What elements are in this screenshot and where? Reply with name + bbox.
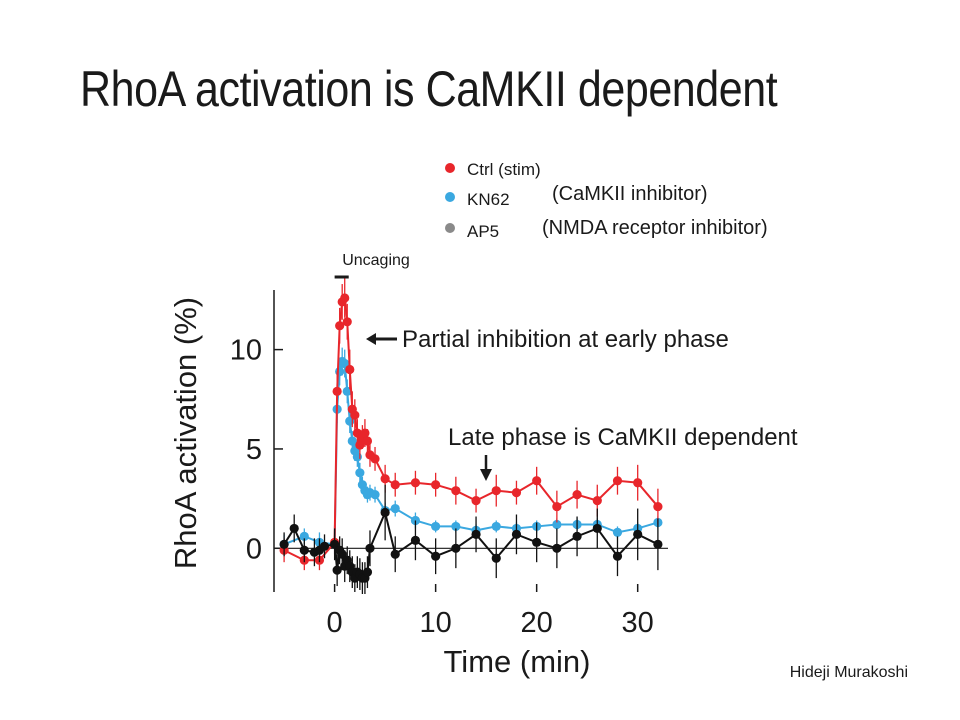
data-point <box>431 480 441 490</box>
data-point <box>340 293 350 303</box>
early-phase-annotation: Partial inhibition at early phase <box>402 326 729 353</box>
series-ap5 <box>279 484 663 594</box>
data-point <box>612 476 623 486</box>
legend-dot-ctrl <box>445 163 455 173</box>
data-point <box>612 551 623 561</box>
data-point <box>511 488 522 498</box>
x-tick-label: 0 <box>327 607 343 639</box>
data-point <box>332 386 342 396</box>
data-point <box>380 507 390 518</box>
data-point <box>451 543 461 553</box>
data-point <box>451 486 461 496</box>
data-point <box>612 527 623 537</box>
data-point <box>380 474 390 484</box>
late-phase-arrow <box>480 455 492 481</box>
legend-label-ctrl: Ctrl (stim) <box>467 160 541 179</box>
data-point <box>347 436 357 446</box>
legend-label-ap5: AP5 <box>467 222 500 241</box>
data-point <box>350 410 360 420</box>
chart-series <box>279 278 663 594</box>
data-point <box>299 531 309 541</box>
early-phase-arrow <box>366 333 397 345</box>
data-point <box>431 551 441 561</box>
data-point <box>592 496 602 506</box>
data-point <box>572 531 582 541</box>
data-point <box>342 317 352 327</box>
data-point <box>592 523 602 534</box>
data-point <box>633 478 643 488</box>
data-point <box>370 490 380 500</box>
data-point <box>360 428 370 438</box>
data-point <box>390 503 400 514</box>
data-point <box>352 452 362 462</box>
late-phase-annotation: Late phase is CaMKII dependent <box>448 424 798 451</box>
y-axis-label: RhoA activation (%) <box>168 297 203 569</box>
legend-label-kn62: KN62 <box>467 190 510 209</box>
data-point <box>390 549 400 559</box>
legend-dot-kn62 <box>445 192 455 202</box>
data-point <box>491 553 501 563</box>
data-point <box>365 543 375 553</box>
data-point <box>332 565 342 575</box>
x-axis-label: Time (min) <box>444 644 591 679</box>
x-tick-label: 30 <box>622 607 654 639</box>
uncaging-label: Uncaging <box>342 252 410 269</box>
data-point <box>552 519 562 530</box>
data-point <box>532 537 542 547</box>
legend-dot-ap5 <box>445 223 455 233</box>
data-point <box>471 529 481 539</box>
x-tick-label: 10 <box>420 607 452 639</box>
data-point <box>431 521 441 532</box>
data-point <box>532 476 542 486</box>
author-credit: Hideji Murakoshi <box>789 664 908 681</box>
data-point <box>552 501 562 512</box>
series-line <box>283 294 659 562</box>
data-point <box>390 480 400 490</box>
data-point <box>572 490 582 500</box>
data-point <box>279 539 289 549</box>
y-tick-label: 5 <box>246 434 262 466</box>
data-point <box>362 567 373 577</box>
y-tick-label: 0 <box>246 533 262 565</box>
data-point <box>355 468 365 478</box>
data-point <box>355 440 365 450</box>
data-point <box>299 545 309 555</box>
data-point <box>335 366 345 377</box>
data-point <box>653 539 663 549</box>
data-point <box>471 496 481 506</box>
data-point <box>491 486 501 496</box>
data-point <box>491 521 501 532</box>
data-point <box>370 454 380 464</box>
series-ctrl-stim <box>279 278 663 571</box>
data-point <box>345 364 355 375</box>
slide-title: RhoA activation is CaMKII dependent <box>80 61 778 117</box>
data-point <box>451 521 461 532</box>
data-point <box>653 501 663 512</box>
x-tick-label: 20 <box>521 607 553 639</box>
data-point <box>289 523 299 534</box>
data-point <box>362 436 373 446</box>
data-point <box>511 529 522 539</box>
data-point <box>633 529 643 539</box>
data-point <box>410 478 421 488</box>
data-point <box>319 541 330 551</box>
legend-note-ap5: (NMDA receptor inhibitor) <box>542 217 768 239</box>
legend-note-kn62: (CaMKII inhibitor) <box>552 183 708 205</box>
data-point <box>335 321 345 331</box>
y-tick-label: 10 <box>230 335 262 367</box>
data-point <box>552 543 562 553</box>
data-point <box>410 535 421 545</box>
